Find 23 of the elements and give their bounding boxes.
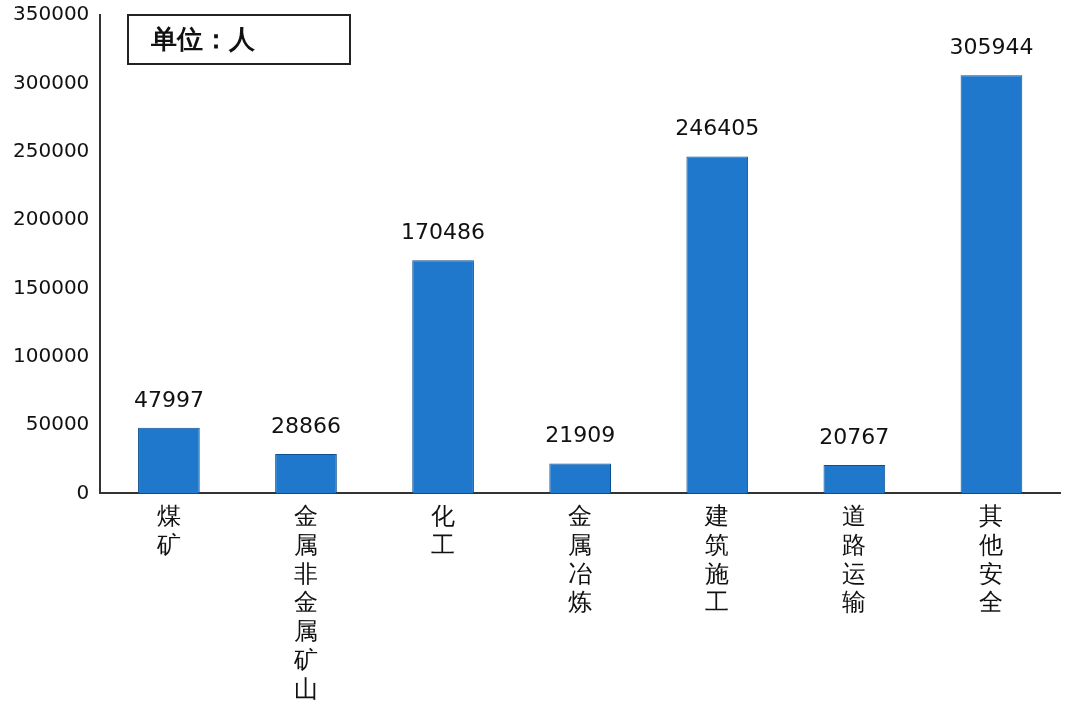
data-label: 246405: [675, 115, 760, 141]
data-label: 21909: [545, 422, 616, 448]
annotation: 单位：人: [127, 14, 351, 65]
x-tick-label: 道路运输: [842, 502, 867, 617]
x-tick-label: 建筑施工: [704, 502, 730, 617]
y-tick-label: 350000: [12, 1, 90, 26]
y-tick-label: 200000: [12, 206, 90, 231]
x-tick-label: 金属非金属矿山: [292, 502, 318, 703]
y-tick-label: 250000: [12, 137, 90, 162]
x-tick-label: 化工: [431, 502, 456, 559]
data-label: 170486: [401, 219, 486, 245]
data-label: 47997: [133, 386, 204, 412]
data-label: 305944: [949, 33, 1034, 59]
y-tick-label: 100000: [12, 342, 90, 367]
y-tick-label: 300000: [12, 69, 90, 94]
x-tick-label: 金属冶炼: [568, 502, 593, 617]
x-tick-label: 其他安全: [979, 502, 1004, 617]
y-tick-label: 150000: [12, 274, 90, 299]
data-label: 28866: [270, 412, 341, 438]
y-tick-label: 0: [76, 479, 90, 504]
data-label: 20767: [819, 423, 890, 449]
y-tick-label: 50000: [25, 411, 90, 436]
x-tick-label: 煤矿: [155, 502, 181, 559]
